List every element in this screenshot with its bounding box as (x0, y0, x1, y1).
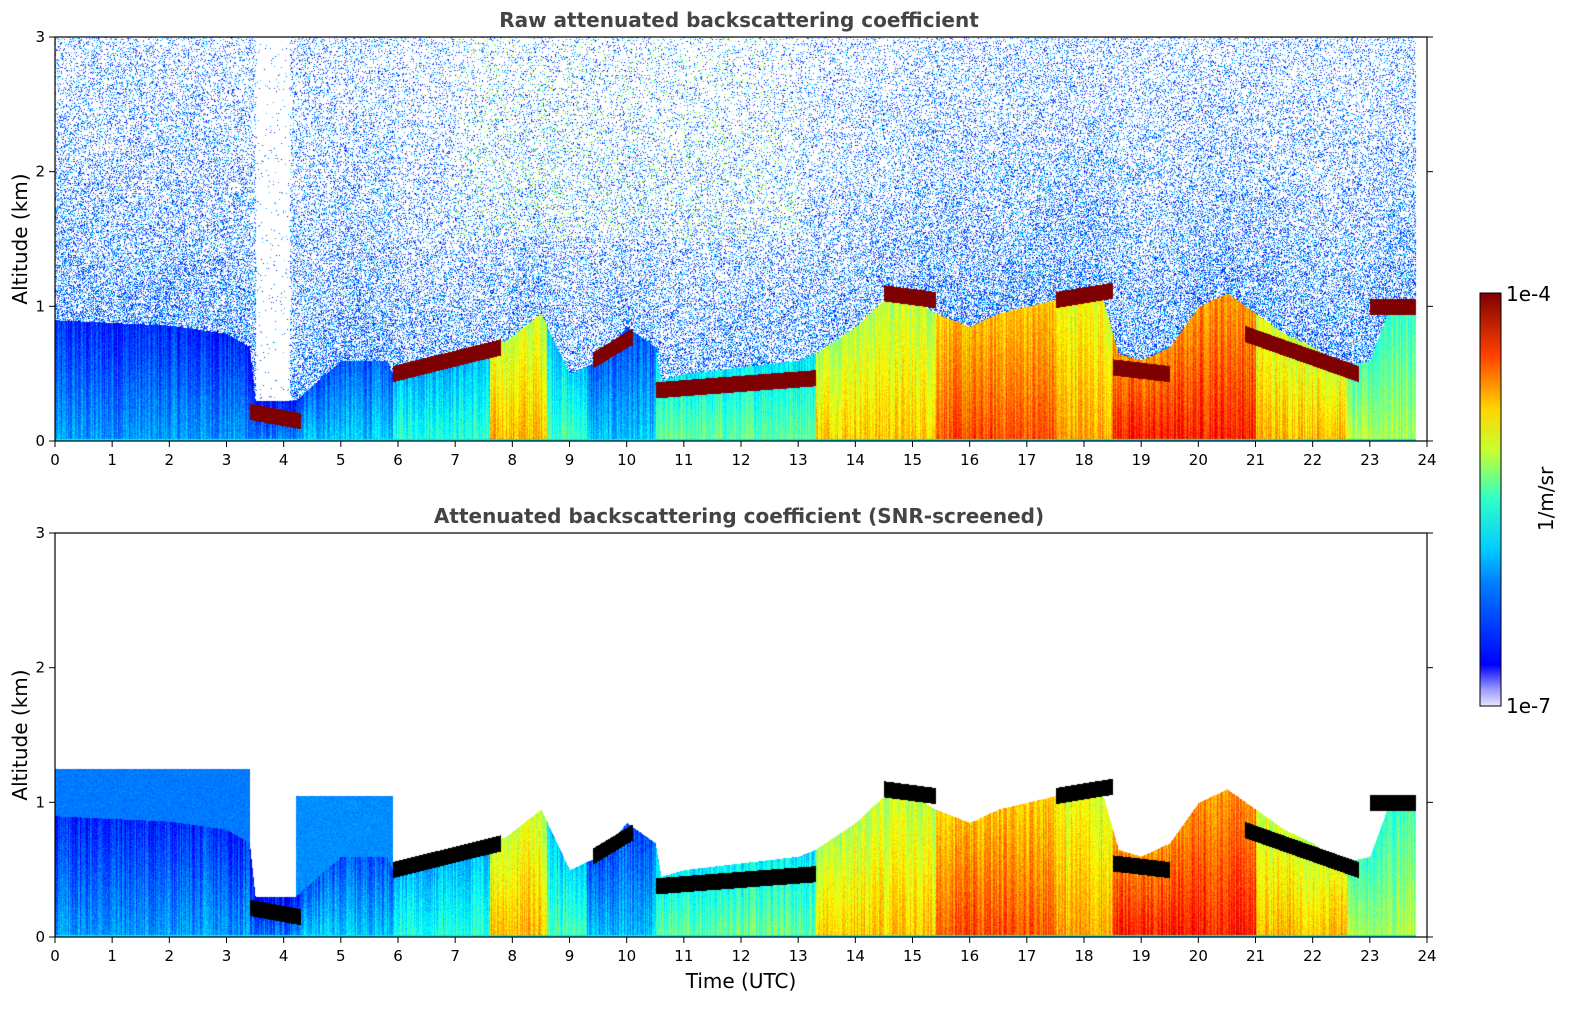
x-tick-label: 10 (617, 947, 636, 965)
colorbar-gradient (1479, 292, 1502, 707)
heatmap-raw-container (55, 37, 1427, 441)
x-ticks-screened: 0 1 2 3 4 5 6 7 8 9 10 11 12 13 14 15 16 17 18 19 20 21 22 23 24 (50, 937, 1437, 965)
y-tick-label: 0 (35, 432, 45, 450)
y-tick-label: 3 (35, 524, 45, 542)
x-tick-label: 23 (1360, 947, 1379, 965)
x-ticks-raw: 0 1 2 3 4 5 6 7 8 9 10 11 12 13 14 15 16 17 18 19 20 21 22 23 24 (50, 441, 1437, 469)
x-tick-label: 16 (960, 451, 979, 469)
panel-raw: Raw attenuated backscattering coefficien… (8, 8, 1437, 469)
x-tick-label: 12 (731, 451, 750, 469)
x-tick-label: 3 (222, 451, 232, 469)
x-tick-label: 18 (1074, 451, 1093, 469)
x-tick-label: 8 (508, 947, 518, 965)
x-tick-label: 6 (393, 947, 403, 965)
x-tick-label: 14 (846, 947, 865, 965)
x-tick-label: 2 (165, 947, 175, 965)
x-tick-label: 12 (731, 947, 750, 965)
x-tick-label: 21 (1246, 947, 1265, 965)
panel-screened: Attenuated backscattering coefficient (S… (8, 504, 1437, 993)
colorbar: 1e-4 1e-7 1/m/sr (1479, 282, 1558, 718)
x-tick-label: 4 (279, 947, 289, 965)
x-tick-label: 2 (165, 451, 175, 469)
y-tick-label: 2 (35, 659, 45, 677)
x-axis-label: Time (UTC) (685, 969, 797, 993)
x-tick-label: 24 (1417, 947, 1436, 965)
x-tick-label: 5 (336, 947, 346, 965)
x-tick-label: 15 (903, 947, 922, 965)
x-tick-label: 19 (1132, 947, 1151, 965)
y-axis-label-raw: Altitude (km) (8, 173, 32, 304)
x-tick-label: 21 (1246, 451, 1265, 469)
y-tick-label: 2 (35, 163, 45, 181)
y-tick-label: 0 (35, 928, 45, 946)
x-tick-label: 11 (674, 947, 693, 965)
x-tick-label: 7 (450, 947, 460, 965)
heatmap-screened-container (55, 533, 1427, 937)
x-tick-label: 6 (393, 451, 403, 469)
y-ticks-screened: 0 1 2 3 (35, 524, 1433, 946)
x-tick-label: 9 (565, 451, 575, 469)
x-tick-label: 4 (279, 451, 289, 469)
x-tick-label: 19 (1132, 451, 1151, 469)
x-tick-label: 17 (1017, 947, 1036, 965)
x-tick-label: 22 (1303, 451, 1322, 469)
x-tick-label: 0 (50, 947, 60, 965)
x-tick-label: 3 (222, 947, 232, 965)
panel-title-screened: Attenuated backscattering coefficient (S… (434, 504, 1044, 528)
x-tick-label: 14 (846, 451, 865, 469)
heatmap-screened (55, 533, 1427, 937)
x-tick-label: 1 (107, 947, 117, 965)
x-tick-label: 17 (1017, 451, 1036, 469)
x-tick-label: 10 (617, 451, 636, 469)
x-tick-label: 13 (789, 451, 808, 469)
x-tick-label: 20 (1189, 947, 1208, 965)
y-tick-label: 1 (35, 297, 45, 315)
x-tick-label: 8 (508, 451, 518, 469)
y-axis-label-screened: Altitude (km) (8, 669, 32, 800)
x-tick-label: 18 (1074, 947, 1093, 965)
y-tick-label: 1 (35, 793, 45, 811)
x-tick-label: 20 (1189, 451, 1208, 469)
x-tick-label: 23 (1360, 451, 1379, 469)
colorbar-max-label: 1e-4 (1506, 282, 1551, 306)
heatmap-raw (55, 37, 1427, 441)
x-tick-label: 22 (1303, 947, 1322, 965)
colorbar-unit-label: 1/m/sr (1534, 466, 1558, 531)
x-tick-label: 16 (960, 947, 979, 965)
y-ticks-raw: 0 1 2 3 (35, 28, 1433, 450)
x-tick-label: 1 (107, 451, 117, 469)
panel-title-raw: Raw attenuated backscattering coefficien… (499, 8, 979, 32)
x-tick-label: 24 (1417, 451, 1436, 469)
colorbar-min-label: 1e-7 (1506, 694, 1551, 718)
x-tick-label: 15 (903, 451, 922, 469)
x-tick-label: 7 (450, 451, 460, 469)
x-tick-label: 9 (565, 947, 575, 965)
x-tick-label: 5 (336, 451, 346, 469)
x-tick-label: 0 (50, 451, 60, 469)
x-tick-label: 13 (789, 947, 808, 965)
y-tick-label: 3 (35, 28, 45, 46)
x-tick-label: 11 (674, 451, 693, 469)
